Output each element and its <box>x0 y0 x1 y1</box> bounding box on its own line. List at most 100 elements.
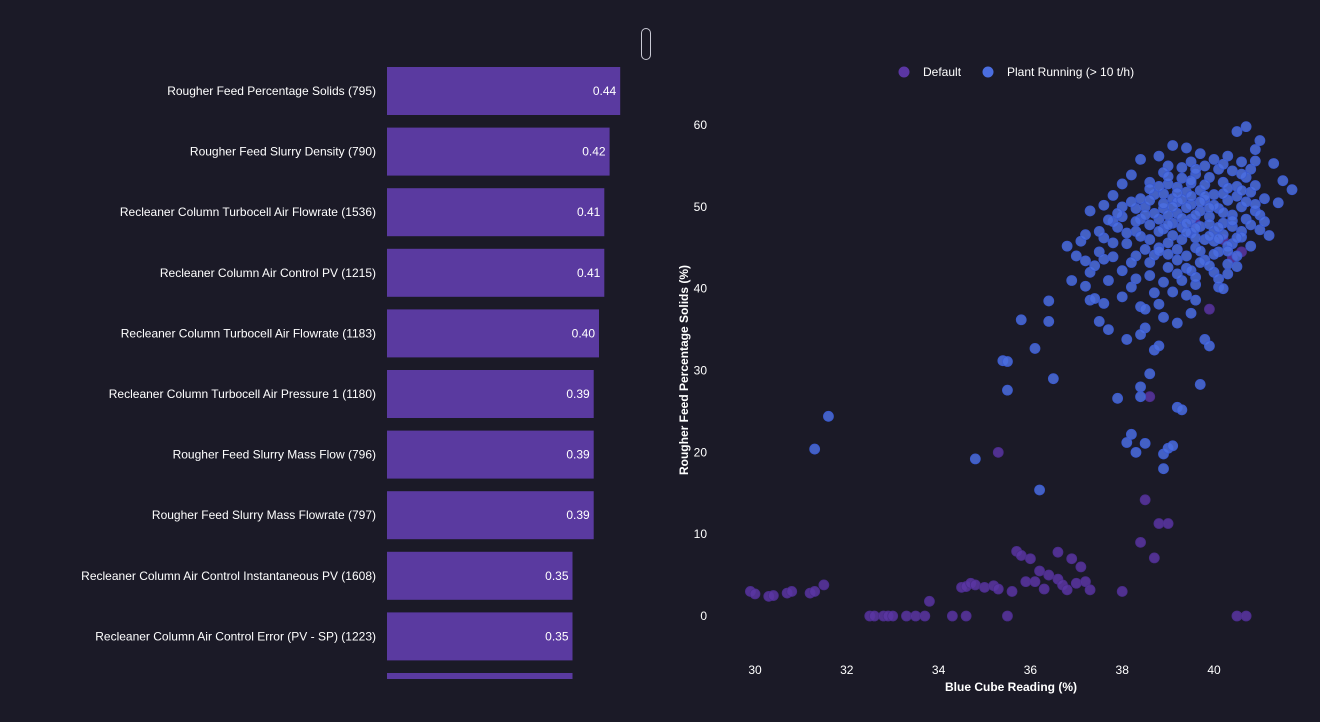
scatter-point[interactable] <box>1116 586 1128 597</box>
scatter-point[interactable] <box>1167 201 1179 213</box>
scatter-point[interactable] <box>1006 586 1018 597</box>
scatter-point[interactable] <box>1125 196 1137 208</box>
scatter-point[interactable] <box>1070 577 1082 589</box>
bar[interactable] <box>387 612 573 661</box>
scatter-point[interactable] <box>1144 183 1156 195</box>
scroll-handle[interactable] <box>641 28 651 60</box>
scatter-point[interactable] <box>1144 368 1156 380</box>
scatter-point[interactable] <box>1148 287 1160 299</box>
scatter-point[interactable] <box>1107 251 1119 263</box>
scatter-point[interactable] <box>1167 286 1179 298</box>
scatter-point[interactable] <box>1103 275 1114 286</box>
scatter-point[interactable] <box>1167 440 1179 452</box>
scatter-point[interactable] <box>1002 610 1013 622</box>
scatter-point[interactable] <box>1080 255 1091 267</box>
bar[interactable] <box>387 127 610 176</box>
legend-label[interactable]: Default <box>923 65 962 79</box>
scatter-point[interactable] <box>1185 307 1197 319</box>
scatter-point[interactable] <box>1199 160 1211 172</box>
scatter-point[interactable] <box>1277 175 1289 187</box>
scatter-point[interactable] <box>1190 209 1202 221</box>
scatter-point[interactable] <box>1084 205 1096 217</box>
scatter-point[interactable] <box>1194 245 1206 257</box>
scatter-point[interactable] <box>1254 135 1266 146</box>
scatter-point[interactable] <box>1185 190 1197 202</box>
scatter-point[interactable] <box>1158 198 1169 209</box>
scatter-point[interactable] <box>1015 550 1027 561</box>
scatter-point[interactable] <box>1190 271 1202 283</box>
scatter-point[interactable] <box>1171 317 1183 329</box>
scatter-point[interactable] <box>1181 202 1192 214</box>
scatter-point[interactable] <box>1125 428 1137 440</box>
legend-label[interactable]: Plant Running (> 10 t/h) <box>1007 65 1134 79</box>
scatter-point[interactable] <box>1286 184 1298 196</box>
scatter-point[interactable] <box>1236 156 1247 168</box>
scatter-point[interactable] <box>1249 144 1261 155</box>
scatter-point[interactable] <box>1268 158 1280 169</box>
scatter-point[interactable] <box>1112 392 1124 404</box>
scatter-point[interactable] <box>1236 185 1247 196</box>
scatter-point[interactable] <box>1194 379 1206 390</box>
scatter-point[interactable] <box>1249 198 1261 210</box>
bar[interactable] <box>387 248 605 297</box>
bar[interactable] <box>387 67 621 115</box>
scatter-point[interactable] <box>1038 583 1050 595</box>
scatter-point[interactable] <box>1153 180 1165 192</box>
scatter-point[interactable] <box>1116 291 1128 303</box>
scatter-point[interactable] <box>1148 207 1160 219</box>
scatter-point[interactable] <box>1208 248 1220 260</box>
scatter-point[interactable] <box>1162 209 1174 221</box>
scatter-point[interactable] <box>1002 356 1013 367</box>
scatter-point[interactable] <box>992 446 1004 458</box>
scatter-point[interactable] <box>1217 283 1229 295</box>
scatter-point[interactable] <box>1144 219 1156 231</box>
bar[interactable] <box>387 491 594 540</box>
scatter-point[interactable] <box>1144 391 1156 403</box>
scatter-point[interactable] <box>1135 230 1146 242</box>
scatter-point[interactable] <box>1066 553 1078 565</box>
scatter-point[interactable] <box>1116 178 1128 190</box>
scatter-point[interactable] <box>1190 294 1202 306</box>
scatter-point[interactable] <box>1075 561 1087 573</box>
scatter-point[interactable] <box>1208 189 1220 200</box>
scatter-point[interactable] <box>1029 576 1041 588</box>
scatter-point[interactable] <box>1204 260 1215 272</box>
scatter-point[interactable] <box>1162 262 1174 273</box>
scatter-point[interactable] <box>809 443 821 455</box>
scatter-point[interactable] <box>1002 384 1013 396</box>
scatter-point[interactable] <box>1222 245 1234 257</box>
scatter-point[interactable] <box>979 581 990 593</box>
scatter-point[interactable] <box>924 595 935 607</box>
scatter-point[interactable] <box>1231 232 1243 244</box>
scatter-point[interactable] <box>1135 193 1146 205</box>
scatter-point[interactable] <box>1217 158 1229 170</box>
scatter-point[interactable] <box>1176 162 1188 173</box>
scatter-point[interactable] <box>1171 268 1183 280</box>
scatter-point[interactable] <box>1034 484 1045 496</box>
scatter-point[interactable] <box>1024 553 1036 565</box>
scatter-point[interactable] <box>1153 298 1165 310</box>
scatter-point[interactable] <box>1263 230 1275 241</box>
scatter-point[interactable] <box>1121 238 1133 250</box>
scatter-point[interactable] <box>1171 254 1183 266</box>
scatter-point[interactable] <box>1135 153 1146 165</box>
scatter-point[interactable] <box>1153 340 1165 352</box>
scatter-point[interactable] <box>1107 189 1119 201</box>
scatter-point[interactable] <box>1190 163 1202 175</box>
scatter-point[interactable] <box>1139 437 1151 449</box>
scatter-point[interactable] <box>1098 253 1110 265</box>
scatter-point[interactable] <box>960 610 972 622</box>
bar[interactable] <box>387 309 599 358</box>
scatter-point[interactable] <box>786 586 798 597</box>
scatter-point[interactable] <box>1222 258 1234 270</box>
scatter-point[interactable] <box>1139 303 1151 315</box>
scatter-point[interactable] <box>1158 276 1169 288</box>
scatter-point[interactable] <box>919 610 931 622</box>
scatter-point[interactable] <box>969 453 981 465</box>
scatter-point[interactable] <box>1249 155 1261 167</box>
scatter-point[interactable] <box>1070 250 1082 262</box>
scatter-point[interactable] <box>1181 226 1192 238</box>
scatter-point[interactable] <box>1259 193 1270 205</box>
scatter-point[interactable] <box>1181 142 1192 154</box>
scatter-point[interactable] <box>1222 182 1234 194</box>
